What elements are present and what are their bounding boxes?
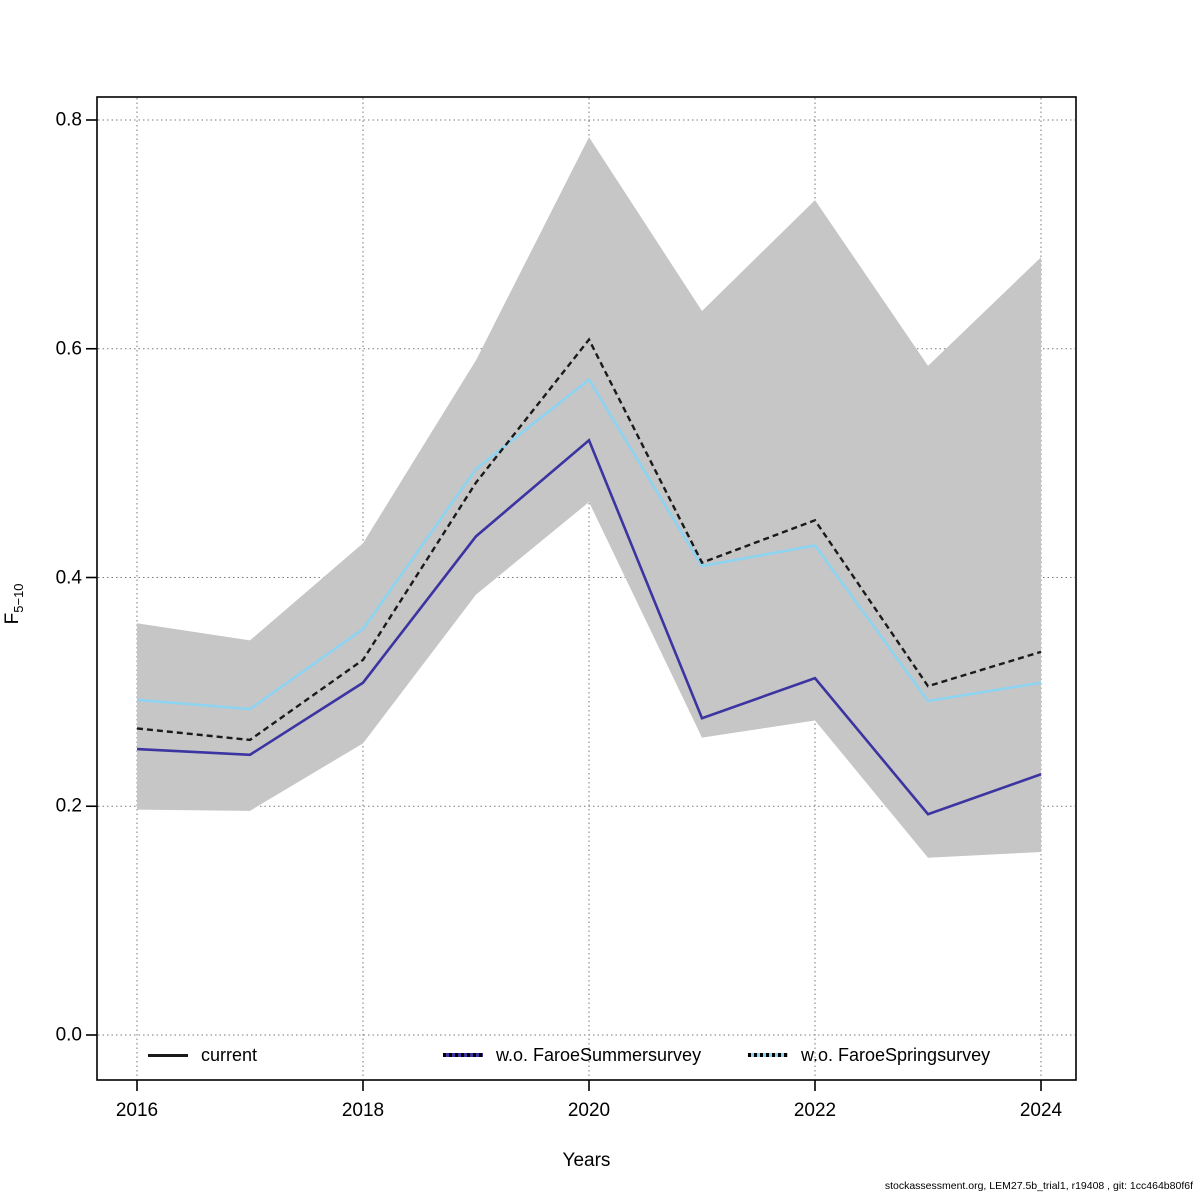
y-tick-label: 0.8 xyxy=(55,109,82,131)
legend-label-wo-faroesummersurvey: w.o. FaroeSummersurvey xyxy=(496,1044,702,1065)
y-axis-title-main: F xyxy=(2,612,24,625)
legend: current w.o. FaroeSummersurvey w.o. Faro… xyxy=(0,1044,1200,1066)
y-tick-label: 0.0 xyxy=(55,1024,82,1046)
x-tick-label: 2016 xyxy=(115,1100,159,1121)
plot-border-box xyxy=(96,96,1077,1081)
series-line-w-o-faroesummersurvey xyxy=(136,438,1042,816)
footer-run-info: stockassessment.org, LEM27.5b_trial1, r1… xyxy=(884,1180,1193,1192)
x-tick-label: 2024 xyxy=(1019,1100,1063,1121)
x-tick-label: 2022 xyxy=(793,1100,837,1121)
legend-item-current: current xyxy=(148,1044,257,1066)
x-tick-label: 2018 xyxy=(341,1100,385,1121)
y-tick-label: 0.6 xyxy=(55,338,82,360)
axis-ticks xyxy=(86,119,1042,1091)
legend-item-wo-faroesummersurvey: w.o. FaroeSummersurvey xyxy=(443,1044,701,1066)
series-line-w-o-faroespringsurvey xyxy=(136,377,1042,711)
legend-line-current-icon xyxy=(148,1053,188,1057)
legend-label-wo-faroespringsurvey: w.o. FaroeSpringsurvey xyxy=(801,1044,991,1065)
y-tick-label: 0.4 xyxy=(55,567,82,588)
y-axis-title: F5−10 xyxy=(2,554,26,654)
series-lines xyxy=(136,337,1042,816)
confidence-band-polygon xyxy=(137,137,1041,858)
legend-line-wo-faroespringsurvey-icon xyxy=(748,1053,788,1057)
confidence-band xyxy=(137,137,1041,858)
legend-line-wo-faroesummersurvey-icon xyxy=(443,1053,483,1057)
series-line-current xyxy=(136,337,1042,742)
legend-label-current: current xyxy=(201,1044,258,1065)
x-axis-title: Years xyxy=(562,1150,611,1171)
y-axis-title-subscript: 5−10 xyxy=(10,583,26,613)
y-tick-label: 0.2 xyxy=(55,795,82,817)
legend-item-wo-faroespringsurvey: w.o. FaroeSpringsurvey xyxy=(748,1044,990,1066)
x-tick-label: 2020 xyxy=(567,1100,611,1121)
